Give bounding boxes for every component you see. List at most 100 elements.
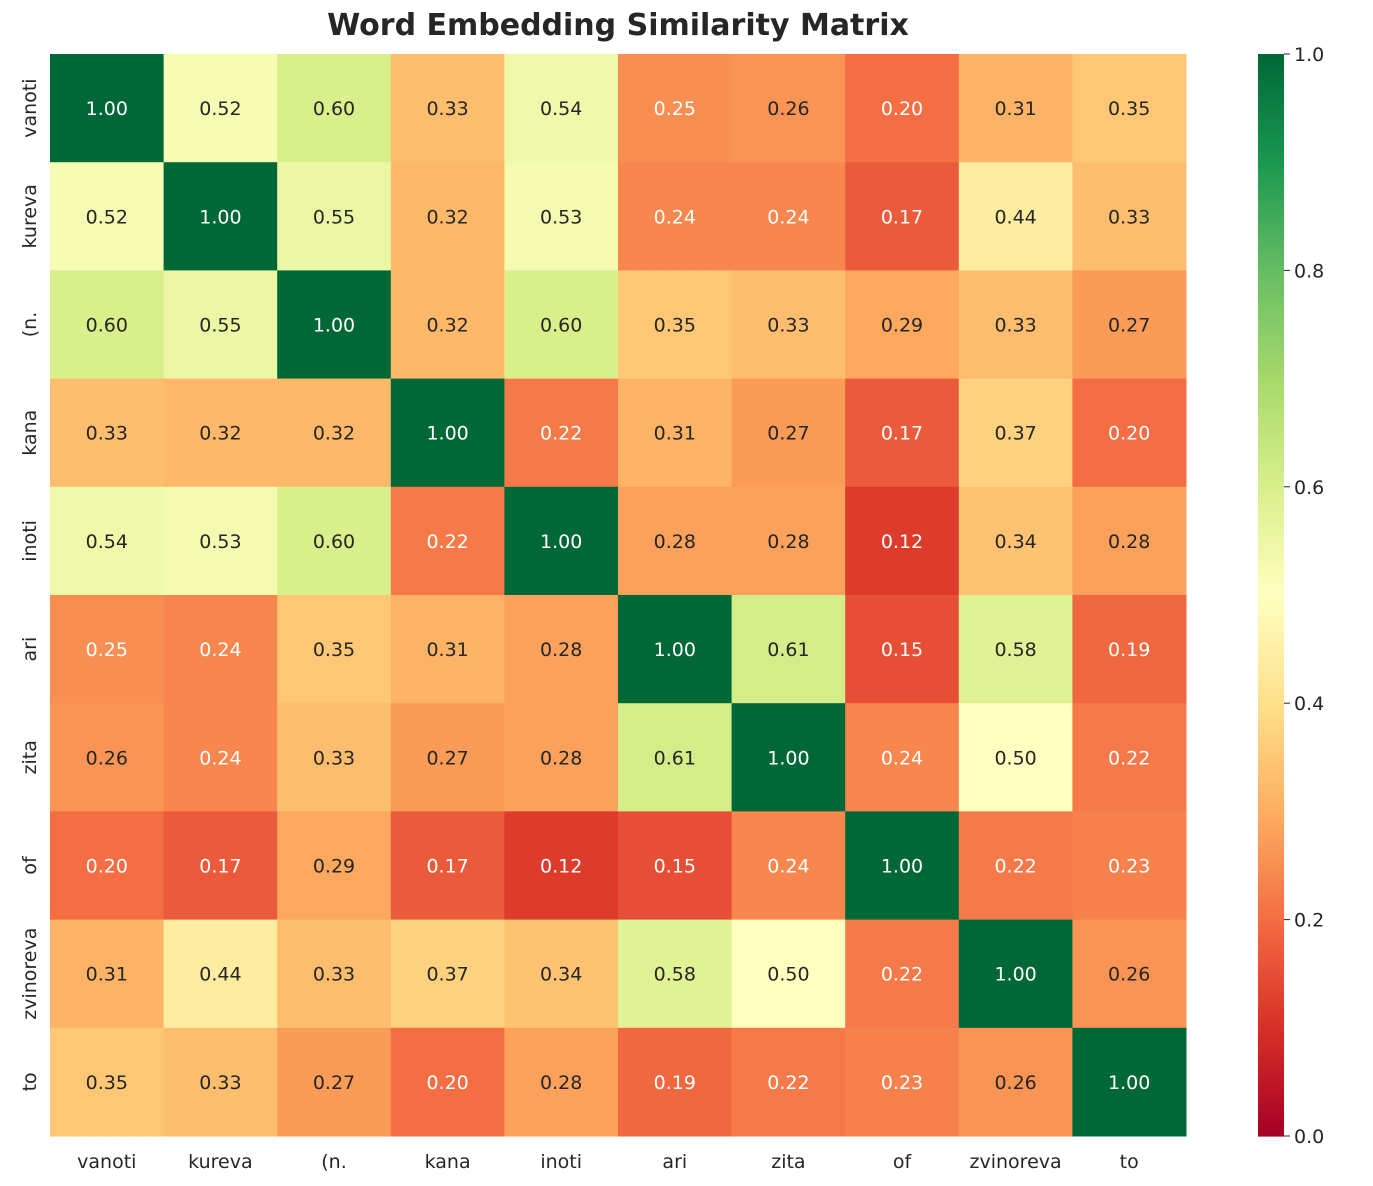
heatmap-cell [504, 378, 619, 488]
colorbar-tick-label: 0.6 [1294, 477, 1324, 499]
cell-label: 0.33 [313, 747, 355, 769]
cell-label: 0.31 [654, 423, 696, 445]
colorbar-segment [1258, 627, 1284, 634]
colorbar-segment [1258, 167, 1284, 174]
colorbar-segment [1258, 757, 1284, 764]
colorbar-segment [1258, 914, 1284, 921]
colorbar-segment [1258, 968, 1284, 975]
colorbar-segment [1258, 129, 1284, 136]
heatmap-cell [277, 54, 392, 163]
cell-label: 0.17 [881, 206, 923, 228]
colorbar-segment [1258, 281, 1284, 288]
colorbar-segment [1258, 681, 1284, 688]
colorbar-segment [1258, 800, 1284, 807]
colorbar-segment [1258, 935, 1284, 942]
colorbar-segment [1258, 1119, 1284, 1126]
colorbar-segment [1258, 719, 1284, 726]
x-tick-label: of [893, 1151, 913, 1173]
colorbar-segment [1258, 384, 1284, 391]
colorbar-segment [1258, 64, 1284, 71]
colorbar-segment [1258, 659, 1284, 666]
heatmap-cell [731, 595, 846, 704]
heatmap-cell [50, 270, 165, 380]
colorbar-segment [1258, 448, 1284, 455]
cell-label: 1.00 [881, 856, 923, 878]
heatmap-cell [958, 270, 1073, 380]
heatmap-cell [390, 919, 505, 1029]
colorbar-segment [1258, 173, 1284, 180]
colorbar-segment [1258, 292, 1284, 299]
cell-label: 1.00 [313, 315, 355, 337]
cell-label: 0.25 [86, 639, 128, 661]
colorbar-segment [1258, 805, 1284, 812]
colorbar-segment [1258, 1092, 1284, 1099]
heatmap-cell [845, 54, 960, 163]
heatmap-cell [163, 595, 278, 704]
cell-label: 0.33 [767, 315, 809, 337]
cell-label: 0.60 [540, 315, 582, 337]
cell-label: 0.55 [313, 206, 355, 228]
colorbar-segment [1258, 584, 1284, 591]
colorbar-tick-label: 0.0 [1294, 1126, 1324, 1148]
colorbar-segment [1258, 421, 1284, 428]
heatmap-cell [845, 162, 960, 271]
colorbar-segment [1258, 492, 1284, 499]
heatmap-cell [958, 703, 1073, 812]
colorbar-segment [1258, 91, 1284, 98]
colorbar-segment [1258, 1038, 1284, 1045]
heatmap-cell [390, 270, 505, 380]
colorbar-segment [1258, 946, 1284, 953]
cell-label: 0.53 [199, 531, 241, 553]
cell-label: 0.26 [1108, 964, 1150, 986]
colorbar-segment [1258, 870, 1284, 877]
cell-label: 0.22 [767, 1072, 809, 1094]
colorbar-tick-label: 0.4 [1294, 693, 1324, 715]
heatmap-cell [731, 703, 846, 812]
colorbar-segment [1258, 849, 1284, 856]
cell-label: 0.29 [881, 315, 923, 337]
colorbar-segment [1258, 838, 1284, 845]
colorbar-segment [1258, 1108, 1284, 1115]
cell-label: 0.33 [1108, 206, 1150, 228]
colorbar-segment [1258, 589, 1284, 596]
cell-label: 0.61 [767, 639, 809, 661]
colorbar-segment [1258, 378, 1284, 385]
y-tick-label: of [19, 855, 41, 875]
cell-label: 1.00 [540, 531, 582, 553]
colorbar-segment [1258, 243, 1284, 250]
y-tick-label: ari [19, 637, 41, 662]
colorbar-segment [1258, 200, 1284, 207]
colorbar-segment [1258, 194, 1284, 201]
colorbar-segment [1258, 984, 1284, 991]
heatmap-cell [845, 1027, 960, 1137]
colorbar-tick-label: 1.0 [1294, 44, 1324, 66]
cell-label: 0.60 [86, 315, 128, 337]
heatmap-cell [1072, 162, 1187, 271]
colorbar-tick-label: 0.2 [1294, 910, 1324, 932]
colorbar-segment [1258, 649, 1284, 656]
colorbar-segment [1258, 1076, 1284, 1083]
cell-label: 0.12 [881, 531, 923, 553]
cell-label: 0.33 [426, 98, 468, 120]
colorbar-segment [1258, 416, 1284, 423]
colorbar-segment [1258, 308, 1284, 315]
colorbar-segment [1258, 427, 1284, 434]
colorbar-segment [1258, 1087, 1284, 1094]
colorbar-segment [1258, 778, 1284, 785]
cell-label: 1.00 [994, 964, 1036, 986]
colorbar-segment [1258, 264, 1284, 271]
heatmap-cell [731, 378, 846, 488]
heatmap-cell [1072, 270, 1187, 380]
heatmap-cell [277, 703, 392, 812]
x-tick-label: inoti [540, 1151, 582, 1173]
cell-label: 0.60 [313, 98, 355, 120]
heatmap-cell [731, 270, 846, 380]
cell-label: 0.22 [540, 423, 582, 445]
heatmap-cell [731, 54, 846, 163]
heatmap-cell [277, 595, 392, 704]
heatmap-cell [618, 1027, 733, 1137]
colorbar-segment [1258, 432, 1284, 439]
colorbar-segment [1258, 362, 1284, 369]
colorbar-segment [1258, 459, 1284, 466]
